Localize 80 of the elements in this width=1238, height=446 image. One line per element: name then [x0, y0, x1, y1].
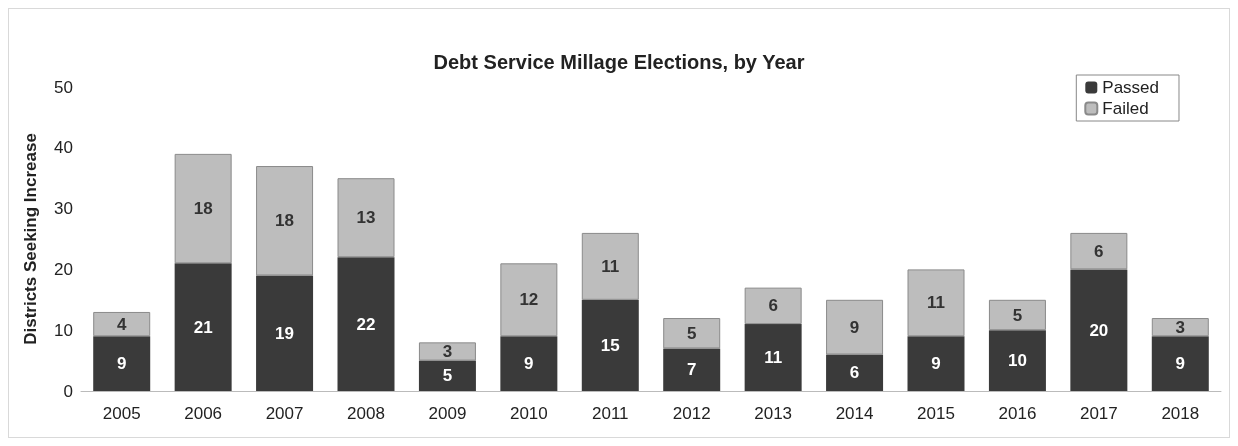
- data-label: 9: [1175, 354, 1186, 374]
- legend-label: Failed: [1102, 99, 1149, 118]
- legend-label: Passed: [1102, 78, 1159, 97]
- bar: [581, 232, 639, 300]
- data-label: 6: [849, 363, 860, 383]
- data-label: 20: [1089, 320, 1109, 340]
- bar: [418, 360, 476, 391]
- data-label: 10: [1007, 351, 1027, 371]
- x-tick-label: 2015: [917, 404, 955, 423]
- data-label: 6: [1094, 241, 1104, 261]
- bar: [988, 299, 1046, 331]
- data-label: 9: [524, 354, 534, 374]
- bar: [1151, 318, 1209, 337]
- x-tick-label: 2013: [754, 404, 793, 423]
- data-label: 21: [193, 317, 213, 337]
- bar: [256, 275, 314, 391]
- y-tick-label: 30: [54, 199, 73, 219]
- data-label: 3: [442, 341, 453, 361]
- bar: [907, 336, 965, 391]
- data-label: 11: [927, 293, 945, 313]
- data-label: 9: [849, 317, 860, 337]
- x-tick-label: 2017: [1079, 404, 1118, 423]
- bar: [93, 336, 151, 391]
- y-tick-label: 50: [54, 77, 73, 97]
- y-tick-label: 0: [63, 381, 73, 401]
- x-tick-label: 2011: [592, 404, 629, 423]
- data-label: 6: [768, 296, 778, 316]
- bar: [1070, 232, 1128, 270]
- data-label: 5: [686, 323, 697, 343]
- data-label: 5: [442, 366, 453, 386]
- bar: [744, 324, 802, 391]
- x-tick-label: 2012: [672, 404, 711, 423]
- data-label: 18: [275, 211, 295, 231]
- data-label: 13: [356, 208, 376, 228]
- y-axis-title: Districts Seeking Increase: [21, 133, 40, 345]
- bar: [500, 336, 558, 391]
- data-label: 18: [193, 199, 213, 219]
- x-tick-label: 2018: [1161, 404, 1200, 423]
- data-label: 7: [686, 360, 697, 380]
- data-label: 22: [356, 314, 376, 334]
- bar: [256, 166, 314, 276]
- bar: [174, 263, 232, 391]
- data-label: 12: [519, 290, 539, 310]
- x-tick-label: 2009: [428, 404, 467, 423]
- chart-title: Debt Service Millage Elections, by Year: [433, 51, 805, 73]
- x-tick-label: 2007: [265, 404, 304, 423]
- bar: [907, 269, 965, 337]
- bar: [418, 342, 476, 361]
- y-tick-label: 40: [54, 138, 73, 158]
- data-label: 19: [275, 323, 295, 343]
- data-label: 9: [931, 354, 941, 374]
- bar: [1070, 269, 1128, 391]
- y-tick-label: 10: [54, 320, 73, 340]
- x-tick-label: 2014: [835, 404, 874, 423]
- bar: [663, 348, 721, 391]
- x-tick-label: 2016: [998, 404, 1037, 423]
- bar: [337, 178, 395, 258]
- bar: [500, 263, 558, 337]
- y-tick-label: 20: [54, 259, 73, 279]
- bar: [174, 153, 232, 264]
- bar: [581, 299, 639, 391]
- bar: [744, 287, 802, 325]
- bar: [663, 318, 721, 349]
- x-tick-label: 2006: [184, 404, 223, 423]
- data-label: 5: [1012, 305, 1023, 325]
- x-tick-label: 2010: [509, 404, 548, 423]
- x-tick-label: 2005: [102, 404, 141, 423]
- bar: [93, 311, 151, 337]
- bar: [337, 257, 395, 391]
- data-label: 11: [764, 348, 783, 368]
- bar: [988, 330, 1046, 391]
- data-label: 9: [116, 354, 127, 374]
- data-label: 3: [1175, 317, 1186, 337]
- bar: [1151, 336, 1209, 391]
- x-tick-label: 2008: [347, 404, 385, 423]
- bar: [826, 299, 884, 355]
- data-label: 11: [601, 256, 620, 276]
- data-label: 4: [116, 314, 127, 334]
- data-label: 15: [600, 335, 620, 355]
- bar: [826, 354, 884, 391]
